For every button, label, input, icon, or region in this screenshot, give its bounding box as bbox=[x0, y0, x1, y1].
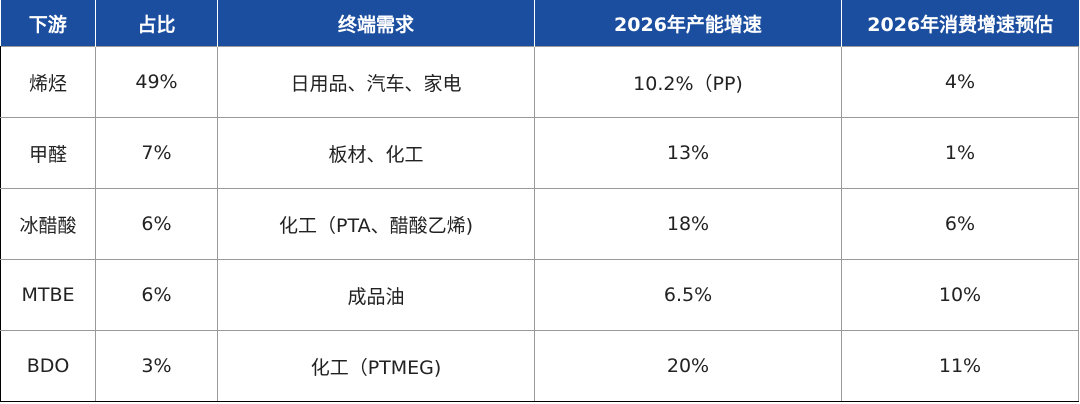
cell-end-demand: 化工（PTA、醋酸乙烯) bbox=[217, 188, 535, 260]
table-row: 烯烃 49% 日用品、汽车、家电 10.2%（PP) 4% bbox=[0, 46, 1079, 118]
cell-end-demand: 日用品、汽车、家电 bbox=[217, 46, 535, 118]
cell-capacity-growth: 13% bbox=[534, 117, 842, 189]
cell-share: 6% bbox=[95, 259, 218, 331]
cell-capacity-growth: 10.2%（PP) bbox=[534, 46, 842, 118]
cell-end-demand: 化工（PTMEG) bbox=[217, 330, 535, 402]
cell-consumption-growth: 1% bbox=[841, 117, 1079, 189]
table-body: 烯烃 49% 日用品、汽车、家电 10.2%（PP) 4% 甲醛 7% 板材、化… bbox=[0, 46, 1079, 402]
cell-capacity-growth: 18% bbox=[534, 188, 842, 260]
header-downstream: 下游 bbox=[0, 0, 96, 47]
cell-downstream: 烯烃 bbox=[0, 46, 96, 118]
table-row: 甲醛 7% 板材、化工 13% 1% bbox=[0, 117, 1079, 189]
cell-share: 7% bbox=[95, 117, 218, 189]
cell-end-demand: 成品油 bbox=[217, 259, 535, 331]
cell-downstream: BDO bbox=[0, 330, 96, 402]
cell-capacity-growth: 20% bbox=[534, 330, 842, 402]
cell-consumption-growth: 4% bbox=[841, 46, 1079, 118]
cell-consumption-growth: 11% bbox=[841, 330, 1079, 402]
cell-consumption-growth: 6% bbox=[841, 188, 1079, 260]
table-row: BDO 3% 化工（PTMEG) 20% 11% bbox=[0, 330, 1079, 402]
table-header: 下游 占比 终端需求 2026年产能增速 2026年消费增速预估 bbox=[0, 0, 1079, 47]
cell-capacity-growth: 6.5% bbox=[534, 259, 842, 331]
header-capacity-growth: 2026年产能增速 bbox=[534, 0, 842, 47]
header-end-demand: 终端需求 bbox=[217, 0, 535, 47]
cell-share: 6% bbox=[95, 188, 218, 260]
cell-share: 49% bbox=[95, 46, 218, 118]
cell-downstream: 甲醛 bbox=[0, 117, 96, 189]
cell-downstream: 冰醋酸 bbox=[0, 188, 96, 260]
cell-share: 3% bbox=[95, 330, 218, 402]
header-share: 占比 bbox=[95, 0, 218, 47]
header-row: 下游 占比 终端需求 2026年产能增速 2026年消费增速预估 bbox=[0, 0, 1079, 47]
header-consumption-growth: 2026年消费增速预估 bbox=[841, 0, 1079, 47]
cell-consumption-growth: 10% bbox=[841, 259, 1079, 331]
table-row: 冰醋酸 6% 化工（PTA、醋酸乙烯) 18% 6% bbox=[0, 188, 1079, 260]
cell-end-demand: 板材、化工 bbox=[217, 117, 535, 189]
cell-downstream: MTBE bbox=[0, 259, 96, 331]
table-row: MTBE 6% 成品油 6.5% 10% bbox=[0, 259, 1079, 331]
